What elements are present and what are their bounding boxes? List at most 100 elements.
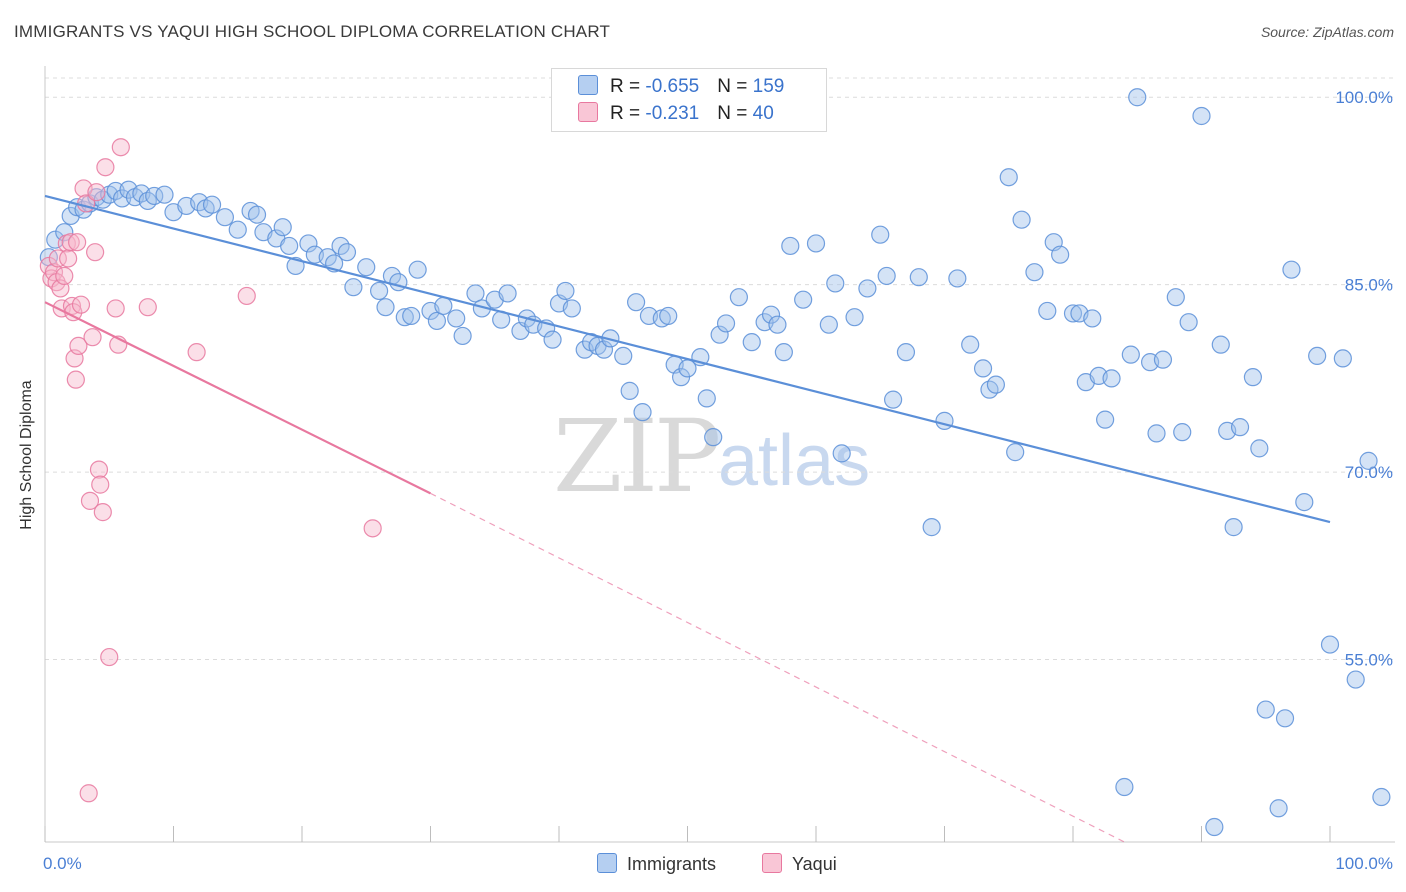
point-immigrants xyxy=(395,308,414,327)
legend-swatch-immigrants xyxy=(578,75,598,95)
y-tick-label: 85.0% xyxy=(1345,276,1393,295)
point-immigrants xyxy=(1230,418,1250,437)
point-immigrants xyxy=(247,205,267,224)
legend-row-yaqui: R = -0.231 N = 40 xyxy=(578,102,774,125)
bottom-legend-yaqui: Yaqui xyxy=(762,853,837,875)
point-immigrants xyxy=(1051,245,1070,264)
source-label: Source: ZipAtlas.com xyxy=(1260,24,1394,40)
point-immigrants xyxy=(402,306,421,326)
point-immigrants xyxy=(1063,304,1083,323)
bottom-legend-swatch-yaqui xyxy=(762,853,782,873)
point-immigrants xyxy=(299,234,318,253)
point-immigrants xyxy=(1038,301,1057,321)
point-immigrants xyxy=(55,223,74,242)
trend-line-yaqui xyxy=(44,301,431,495)
point-immigrants xyxy=(999,168,1018,187)
point-immigrants xyxy=(1372,787,1391,807)
point-immigrants xyxy=(1282,260,1301,279)
point-yaqui xyxy=(61,233,80,252)
point-immigrants xyxy=(858,279,877,298)
legend-r-immigrants: -0.655 xyxy=(645,76,700,97)
point-immigrants xyxy=(427,311,447,331)
point-immigrants xyxy=(562,299,581,318)
point-immigrants xyxy=(1096,410,1115,429)
point-immigrants xyxy=(819,315,838,334)
legend-n-immigrants: 159 xyxy=(752,76,785,97)
bottom-legend-swatch-immigrants xyxy=(597,853,617,873)
point-immigrants xyxy=(1269,799,1288,818)
point-immigrants xyxy=(986,375,1006,394)
trend-line-extended-yaqui xyxy=(430,492,1125,843)
point-immigrants xyxy=(543,330,562,349)
point-yaqui xyxy=(71,295,91,314)
point-immigrants xyxy=(370,281,389,301)
y-tick-label: 100.0% xyxy=(1335,88,1393,107)
point-immigrants xyxy=(845,308,864,327)
point-immigrants xyxy=(871,225,890,244)
point-immigrants xyxy=(447,309,466,328)
point-immigrants xyxy=(1256,700,1275,719)
point-yaqui xyxy=(89,460,109,479)
point-immigrants xyxy=(774,343,793,362)
legend-swatch-yaqui xyxy=(578,102,598,122)
point-yaqui xyxy=(68,233,87,252)
point-immigrants xyxy=(697,389,716,408)
point-immigrants xyxy=(1333,349,1352,368)
point-yaqui xyxy=(93,503,112,522)
point-immigrants xyxy=(626,293,646,312)
point-immigrants xyxy=(1121,345,1140,364)
stats-legend: R = -0.655 N = 159 R = -0.231 N = 40 xyxy=(551,68,827,132)
x-tick-label-max: 100.0% xyxy=(1335,854,1393,873)
point-immigrants xyxy=(337,243,357,262)
point-immigrants xyxy=(344,278,363,297)
point-immigrants xyxy=(556,281,575,301)
legend-row-immigrants: R = -0.655 N = 159 xyxy=(578,75,784,98)
point-immigrants xyxy=(498,284,517,303)
point-immigrants xyxy=(1153,350,1173,369)
point-immigrants xyxy=(1192,106,1211,126)
point-immigrants xyxy=(659,306,678,326)
point-yaqui xyxy=(48,249,67,268)
point-immigrants xyxy=(155,185,174,204)
point-immigrants xyxy=(826,274,845,293)
point-immigrants xyxy=(761,305,781,324)
point-immigrants xyxy=(973,359,993,378)
point-immigrants xyxy=(466,284,485,303)
point-immigrants xyxy=(794,290,813,309)
point-immigrants xyxy=(832,444,851,463)
point-immigrants xyxy=(453,326,472,346)
point-immigrants xyxy=(620,381,639,400)
point-yaqui xyxy=(83,328,102,347)
point-immigrants xyxy=(1102,369,1121,388)
point-immigrants xyxy=(215,208,234,227)
point-immigrants xyxy=(1205,817,1224,837)
point-immigrants xyxy=(1275,709,1295,728)
point-immigrants xyxy=(961,335,980,354)
point-yaqui xyxy=(91,475,110,494)
point-yaqui xyxy=(363,519,382,538)
trend-line-immigrants xyxy=(44,194,1331,524)
point-yaqui xyxy=(111,138,130,157)
point-immigrants xyxy=(922,518,941,537)
point-immigrants xyxy=(1025,263,1044,282)
point-yaqui xyxy=(138,298,157,317)
legend-r-yaqui: -0.231 xyxy=(645,103,700,124)
point-immigrants xyxy=(1173,423,1192,442)
point-immigrants xyxy=(408,260,427,279)
point-immigrants xyxy=(704,428,723,447)
point-yaqui xyxy=(55,266,74,286)
point-immigrants xyxy=(1179,313,1198,332)
point-yaqui xyxy=(96,158,115,177)
point-immigrants xyxy=(202,195,222,214)
point-immigrants xyxy=(768,315,787,334)
point-immigrants xyxy=(1243,368,1263,387)
point-immigrants xyxy=(1115,777,1134,797)
point-immigrants xyxy=(106,181,125,201)
point-yaqui xyxy=(237,286,256,306)
point-immigrants xyxy=(742,333,761,352)
chart-title: IMMIGRANTS VS YAQUI HIGH SCHOOL DIPLOMA … xyxy=(14,22,611,41)
point-immigrants xyxy=(1320,635,1340,654)
point-yaqui xyxy=(79,784,98,803)
point-yaqui xyxy=(106,299,125,318)
